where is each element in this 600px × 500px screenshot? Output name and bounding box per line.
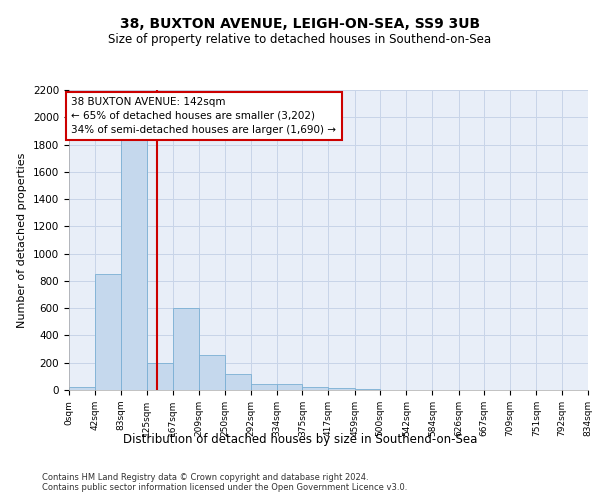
Bar [277, 384, 302, 390]
Bar [251, 384, 277, 390]
Bar [329, 388, 355, 390]
Text: Contains public sector information licensed under the Open Government Licence v3: Contains public sector information licen… [42, 484, 407, 492]
Text: 38 BUXTON AVENUE: 142sqm
← 65% of detached houses are smaller (3,202)
34% of sem: 38 BUXTON AVENUE: 142sqm ← 65% of detach… [71, 97, 337, 135]
Text: Distribution of detached houses by size in Southend-on-Sea: Distribution of detached houses by size … [123, 432, 477, 446]
Bar [69, 388, 95, 390]
Y-axis label: Number of detached properties: Number of detached properties [17, 152, 28, 328]
Bar [224, 374, 251, 390]
Text: Size of property relative to detached houses in Southend-on-Sea: Size of property relative to detached ho… [109, 32, 491, 46]
Text: Contains HM Land Registry data © Crown copyright and database right 2024.: Contains HM Land Registry data © Crown c… [42, 472, 368, 482]
Bar [199, 354, 224, 390]
Bar [173, 308, 199, 390]
Bar [147, 362, 173, 390]
Text: 38, BUXTON AVENUE, LEIGH-ON-SEA, SS9 3UB: 38, BUXTON AVENUE, LEIGH-ON-SEA, SS9 3UB [120, 18, 480, 32]
Bar [95, 274, 121, 390]
Bar [121, 138, 147, 390]
Bar [302, 386, 329, 390]
